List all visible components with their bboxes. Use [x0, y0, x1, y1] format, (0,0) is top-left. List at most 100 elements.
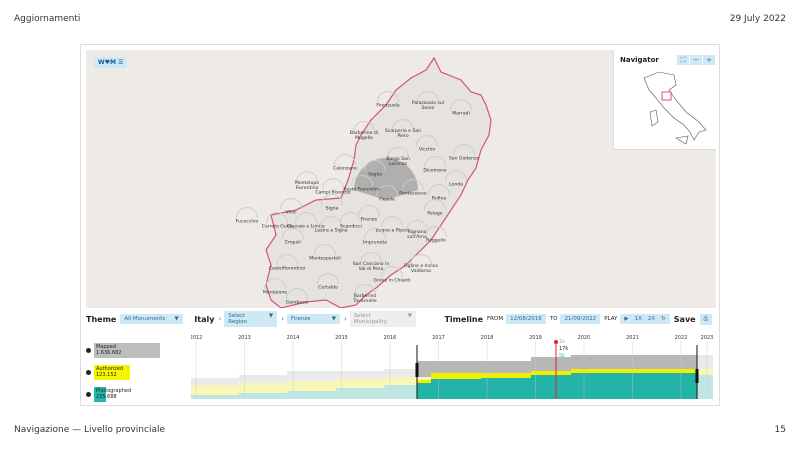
year-tick-label: 2015	[335, 335, 348, 341]
country-crumb[interactable]: Italy	[194, 314, 215, 324]
municipality-label: Calenzano	[333, 166, 357, 172]
slide-date: 29 July 2022	[729, 14, 786, 24]
caret-down-icon: ▼	[407, 313, 413, 319]
save-icon[interactable]: ⎙	[699, 313, 713, 325]
year-tick-label: 2014	[287, 335, 300, 341]
year-tick-label: 2012	[191, 335, 202, 341]
italy-minimap[interactable]	[614, 50, 716, 150]
legend-authorized[interactable]: Authorized 123.152	[86, 365, 166, 380]
legend-value: 235.688	[96, 394, 117, 400]
playhead-value: 1k	[559, 339, 565, 345]
legend-photographed[interactable]: Photographed 235.688	[86, 387, 166, 402]
range-end-grip	[695, 369, 699, 383]
save-label: Save	[673, 314, 696, 324]
municipality-label: Palazzuolo sul Senio	[411, 101, 445, 111]
to-date-input[interactable]: 21/09/2022	[560, 314, 601, 324]
municipality-select[interactable]: Select Municipality ▼	[349, 311, 417, 327]
caret-down-icon: ▼	[174, 316, 179, 322]
municipality-label: Fucecchio	[235, 219, 259, 225]
to-label: TO	[549, 316, 558, 322]
speed-1x-button[interactable]: 1X	[634, 316, 642, 322]
year-tick-label: 2016	[384, 335, 397, 341]
province-value: Firenze	[290, 316, 311, 322]
legend: Mapped 1.636.682 Authorized 123.152 Photog…	[86, 343, 166, 409]
theme-label: Theme	[86, 314, 117, 324]
municipality-label: Scarperia e San Piero	[384, 129, 422, 139]
year-tick-label: 2017	[432, 335, 445, 341]
municipality-label: Londa	[449, 182, 463, 188]
caret-down-icon: ▼	[268, 313, 274, 319]
play-label: PLAY	[604, 316, 618, 322]
year-tick-label: 2018	[481, 335, 494, 341]
municipality-label: Vinci	[285, 210, 297, 216]
municipality-placeholder: Select Municipality	[353, 313, 387, 325]
municipality-label: Bagno a Ripoli	[375, 228, 409, 234]
slide-title: Aggiornamenti	[14, 14, 81, 24]
municipality-label: Greve in Chianti	[373, 278, 411, 284]
year-tick-label: 2023	[701, 335, 714, 341]
province-select[interactable]: Firenze ▼	[286, 314, 340, 324]
municipality-label: Cerreto Guidi	[261, 224, 293, 230]
municipality-label: Capraia e Limite	[287, 224, 325, 230]
navigator-panel: Navigator ⛶ − +	[613, 50, 716, 150]
from-date-input[interactable]: 12/08/2016	[506, 314, 546, 324]
from-label: FROM	[487, 316, 504, 322]
app-frame: W♥M ☰ Navigator ⛶ − + Firenzuola Palazzuo…	[80, 44, 720, 406]
range-start-grip	[415, 363, 419, 377]
legend-label: Authorized	[96, 366, 124, 372]
zoom-out-icon[interactable]: −	[690, 55, 702, 65]
municipality-label: Castelfiorentino	[268, 266, 306, 272]
municipality-label: Figline e Incisa Valdarno	[404, 264, 438, 274]
wlm-logo-menu-button[interactable]: W♥M ☰	[94, 57, 128, 68]
municipality-label: Borgo San Lorenzo	[386, 157, 410, 167]
municipality-label: Pelago	[427, 211, 443, 217]
municipality-label: Dicomano	[423, 168, 447, 174]
playhead-handle	[554, 340, 558, 344]
year-tick-label: 2022	[675, 335, 688, 341]
playback-controls: ▶ 1X 2X ↻	[620, 314, 670, 324]
fit-icon[interactable]: ⛶	[677, 55, 689, 65]
theme-select[interactable]: All Monuments ▼	[120, 314, 183, 324]
map-canvas[interactable]: W♥M ☰ Navigator ⛶ − + Firenzuola Palazzuo…	[86, 50, 716, 308]
zoom-in-icon[interactable]: +	[703, 55, 715, 65]
municipality-label: Certaldo	[318, 285, 338, 291]
page-number: 15	[774, 425, 786, 435]
municipality-label: Empoli	[285, 240, 301, 246]
municipality-label: Pontassieve	[399, 191, 427, 197]
caret-down-icon: ▼	[331, 316, 336, 322]
loop-icon[interactable]: ↻	[661, 316, 666, 322]
year-tick-label: 2019	[529, 335, 542, 341]
municipality-label: Firenzuola	[376, 103, 400, 109]
year-tick-label: 2020	[578, 335, 591, 341]
municipality-label: San Casciano in Val di Pesa	[352, 262, 390, 272]
timeline-chart[interactable]: 2012 2013 2014 2015 2016 2017 2018 2019 2020 2021…	[191, 333, 715, 403]
municipality-label: Montespertoli	[309, 256, 341, 262]
municipality-label: Rignano sull'Arno	[407, 230, 427, 240]
municipality-label: Sesto Fiorentino	[343, 187, 381, 193]
legend-mapped[interactable]: Mapped 1.636.682	[86, 343, 166, 358]
municipality-label: Firenze	[360, 217, 378, 223]
region-select[interactable]: Select Region ▼	[224, 311, 278, 327]
radio-icon[interactable]	[86, 370, 91, 375]
play-icon[interactable]: ▶	[624, 316, 629, 322]
municipality-label: Scandicci	[340, 224, 362, 230]
legend-value: 1.636.682	[96, 350, 122, 356]
legend-label: Mapped	[96, 344, 116, 350]
speed-2x-button[interactable]: 2X	[647, 316, 656, 322]
radio-icon[interactable]	[86, 392, 91, 397]
playhead-value: 17k	[559, 346, 568, 352]
municipality-label: Impruneta	[363, 240, 387, 246]
municipality-label: Vaglia	[368, 172, 382, 178]
municipality-label: Campi Bisenzio	[315, 190, 351, 196]
municipality-label: Vicchio	[418, 147, 436, 153]
legend-label: Photographed	[96, 388, 132, 394]
municipality-label: Fiesole	[379, 197, 395, 203]
navigator-title: Navigator	[620, 56, 659, 64]
chevron-right-icon: ›	[343, 315, 347, 323]
chevron-right-icon: ›	[281, 315, 284, 323]
footer-section: Navigazione — Livello provinciale	[14, 425, 165, 435]
legend-value: 123.152	[96, 372, 117, 378]
radio-icon[interactable]	[86, 348, 91, 353]
municipality-label: Marradi	[452, 111, 470, 117]
timeline-label: Timeline	[444, 314, 484, 324]
